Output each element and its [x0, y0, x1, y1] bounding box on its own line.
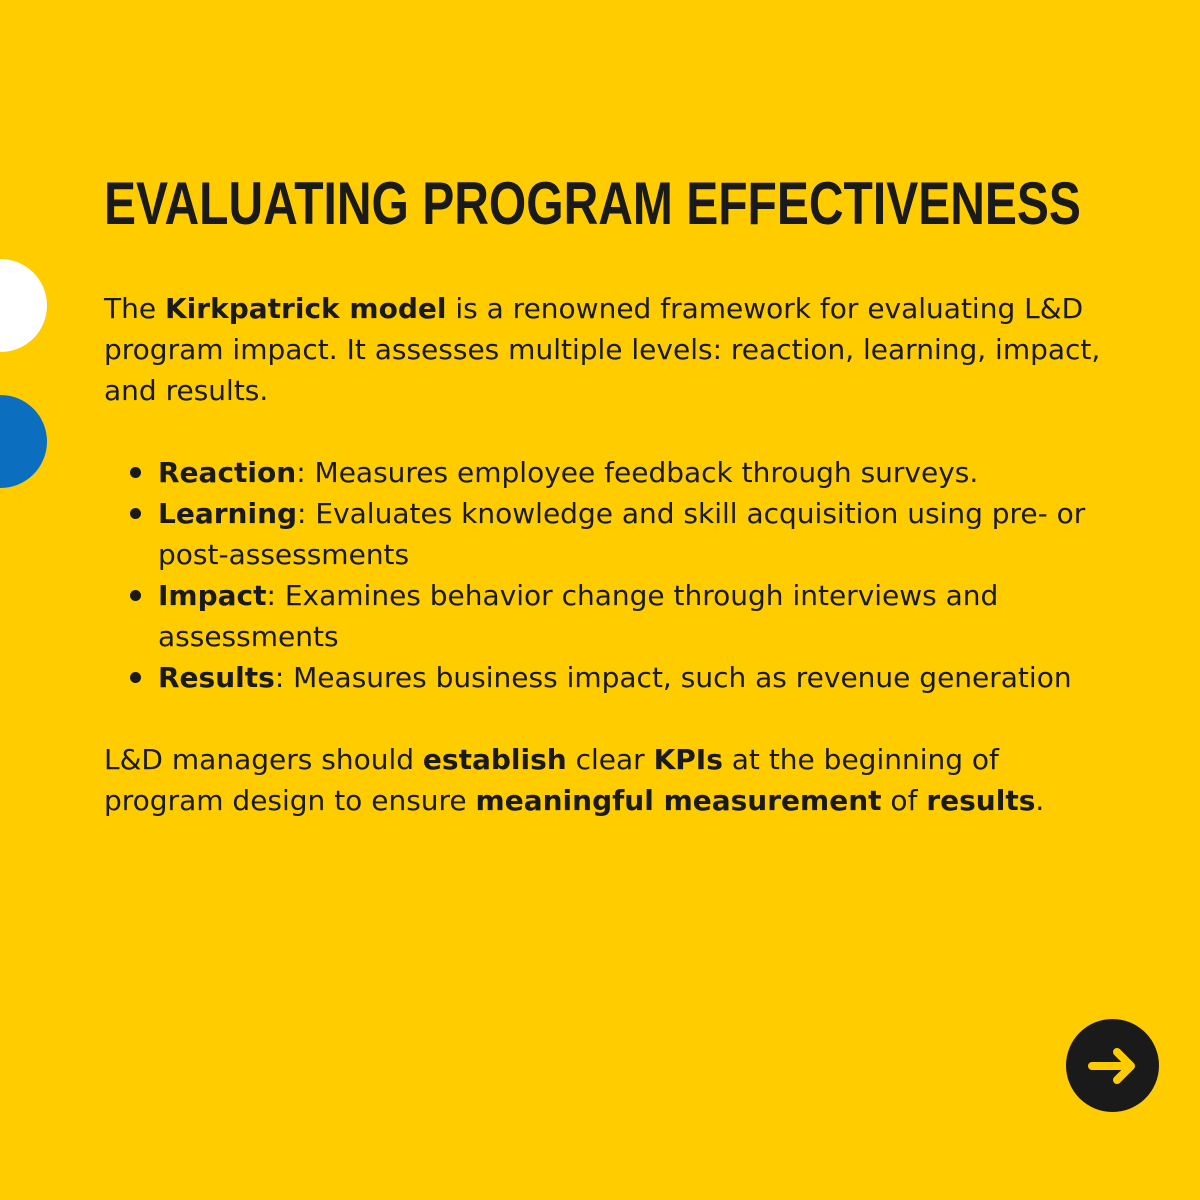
closing-text: of — [881, 784, 927, 817]
level-term: Reaction — [158, 456, 297, 489]
closing-text: L&D managers should — [104, 743, 423, 776]
level-description: : Evaluates knowledge and skill acquisit… — [158, 497, 1086, 571]
slide-content: The Kirkpatrick model is a renowned fram… — [104, 288, 1104, 821]
slide-title: EVALUATING PROGRAM EFFECTIVENESS — [104, 170, 1081, 237]
intro-paragraph: The Kirkpatrick model is a renowned fram… — [104, 288, 1104, 411]
level-item-reaction: Reaction: Measures employee feedback thr… — [130, 452, 1104, 493]
spacer — [104, 698, 1104, 739]
level-description: : Examines behavior change through inter… — [158, 579, 999, 653]
level-item-learning: Learning: Evaluates knowledge and skill … — [130, 493, 1104, 575]
level-description: : Measures employee feedback through sur… — [296, 456, 979, 489]
closing-bold: KPIs — [653, 743, 723, 776]
next-button[interactable] — [1066, 1019, 1159, 1112]
levels-list: Reaction: Measures employee feedback thr… — [104, 452, 1104, 698]
intro-bold-term: Kirkpatrick model — [164, 292, 447, 325]
intro-prefix: The — [104, 292, 165, 325]
intro-suffix: is a renowned framework for evaluating L… — [104, 292, 1101, 407]
closing-text: . — [1035, 784, 1045, 817]
spacer — [104, 411, 1104, 452]
closing-text: clear — [566, 743, 654, 776]
level-term: Impact — [158, 579, 267, 612]
level-term: Results — [158, 661, 275, 694]
level-description: : Measures business impact, such as reve… — [274, 661, 1072, 694]
closing-text: at the beginning of program design to en… — [104, 743, 999, 817]
decorative-white-circle — [0, 259, 47, 352]
closing-paragraph: L&D managers should establish clear KPIs… — [104, 739, 1104, 821]
closing-bold: results — [926, 784, 1036, 817]
decorative-blue-circle — [0, 395, 47, 488]
level-item-results: Results: Measures business impact, such … — [130, 657, 1104, 698]
level-item-impact: Impact: Examines behavior change through… — [130, 575, 1104, 657]
level-term: Learning — [158, 497, 298, 530]
closing-bold: meaningful measurement — [475, 784, 882, 817]
arrow-right-icon — [1087, 1047, 1135, 1084]
closing-bold: establish — [422, 743, 567, 776]
